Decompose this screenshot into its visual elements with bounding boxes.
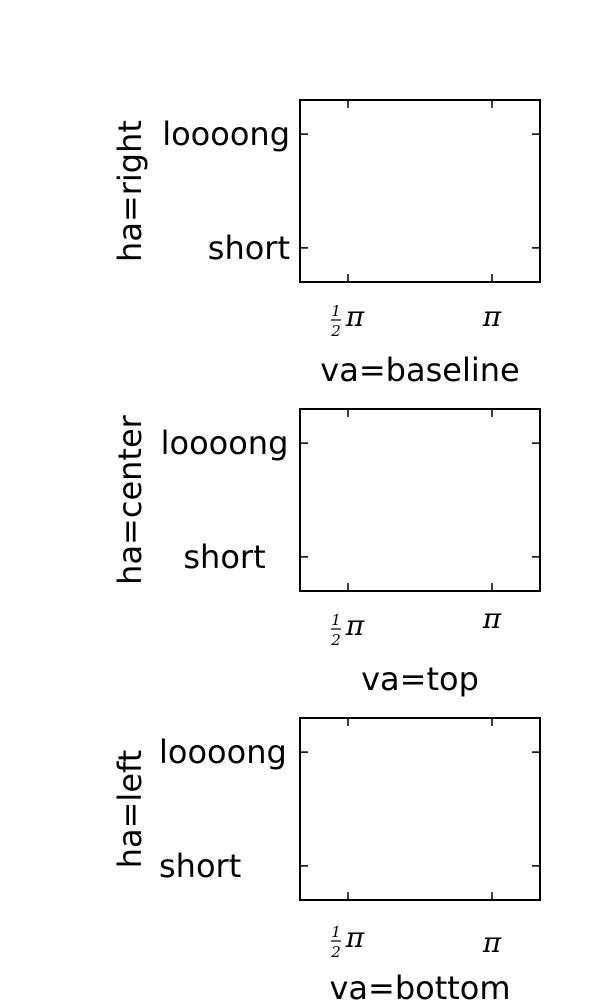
x-axis-label: va=bottom (329, 969, 510, 1000)
fraction-denominator: 2 (330, 943, 341, 961)
pi-symbol: π (345, 921, 365, 954)
y-axis-label: ha=center (111, 414, 149, 585)
y-tick-label-loooong: loooong (159, 733, 287, 771)
pi-symbol: π (482, 602, 502, 635)
pi-symbol: π (345, 300, 365, 333)
fraction-denominator: 2 (330, 322, 341, 340)
y-tick-label-short: short (208, 229, 290, 267)
axes-frame (299, 99, 541, 283)
y-tick-label-loooong: loooong (162, 115, 290, 153)
x-tick-label-2: π (482, 926, 502, 959)
pi-symbol: π (482, 300, 502, 333)
pi-symbol: π (482, 926, 502, 959)
x-axis-label: va=top (361, 660, 479, 698)
fraction-numerator: 1 (331, 611, 341, 629)
y-axis-label: ha=right (111, 120, 149, 262)
x-tick-label-2: π (482, 602, 502, 635)
fraction-denominator: 2 (330, 631, 341, 649)
y-tick-label-loooong: loooong (161, 424, 289, 462)
axes-frame (299, 408, 541, 592)
y-axis-label: ha=left (111, 750, 149, 869)
y-tick-label-short: short (159, 847, 241, 885)
x-tick-label-1: 1 2 π (330, 300, 365, 340)
x-tick-label-1: 1 2 π (330, 921, 365, 961)
axes-frame (299, 717, 541, 901)
y-tick-label-short: short (183, 538, 265, 576)
x-tick-label-1: 1 2 π (330, 609, 365, 649)
fraction-numerator: 1 (331, 302, 341, 320)
x-axis-label: va=baseline (320, 351, 519, 389)
x-tick-label-2: π (482, 300, 502, 333)
pi-symbol: π (345, 609, 365, 642)
fraction-numerator: 1 (331, 923, 341, 941)
